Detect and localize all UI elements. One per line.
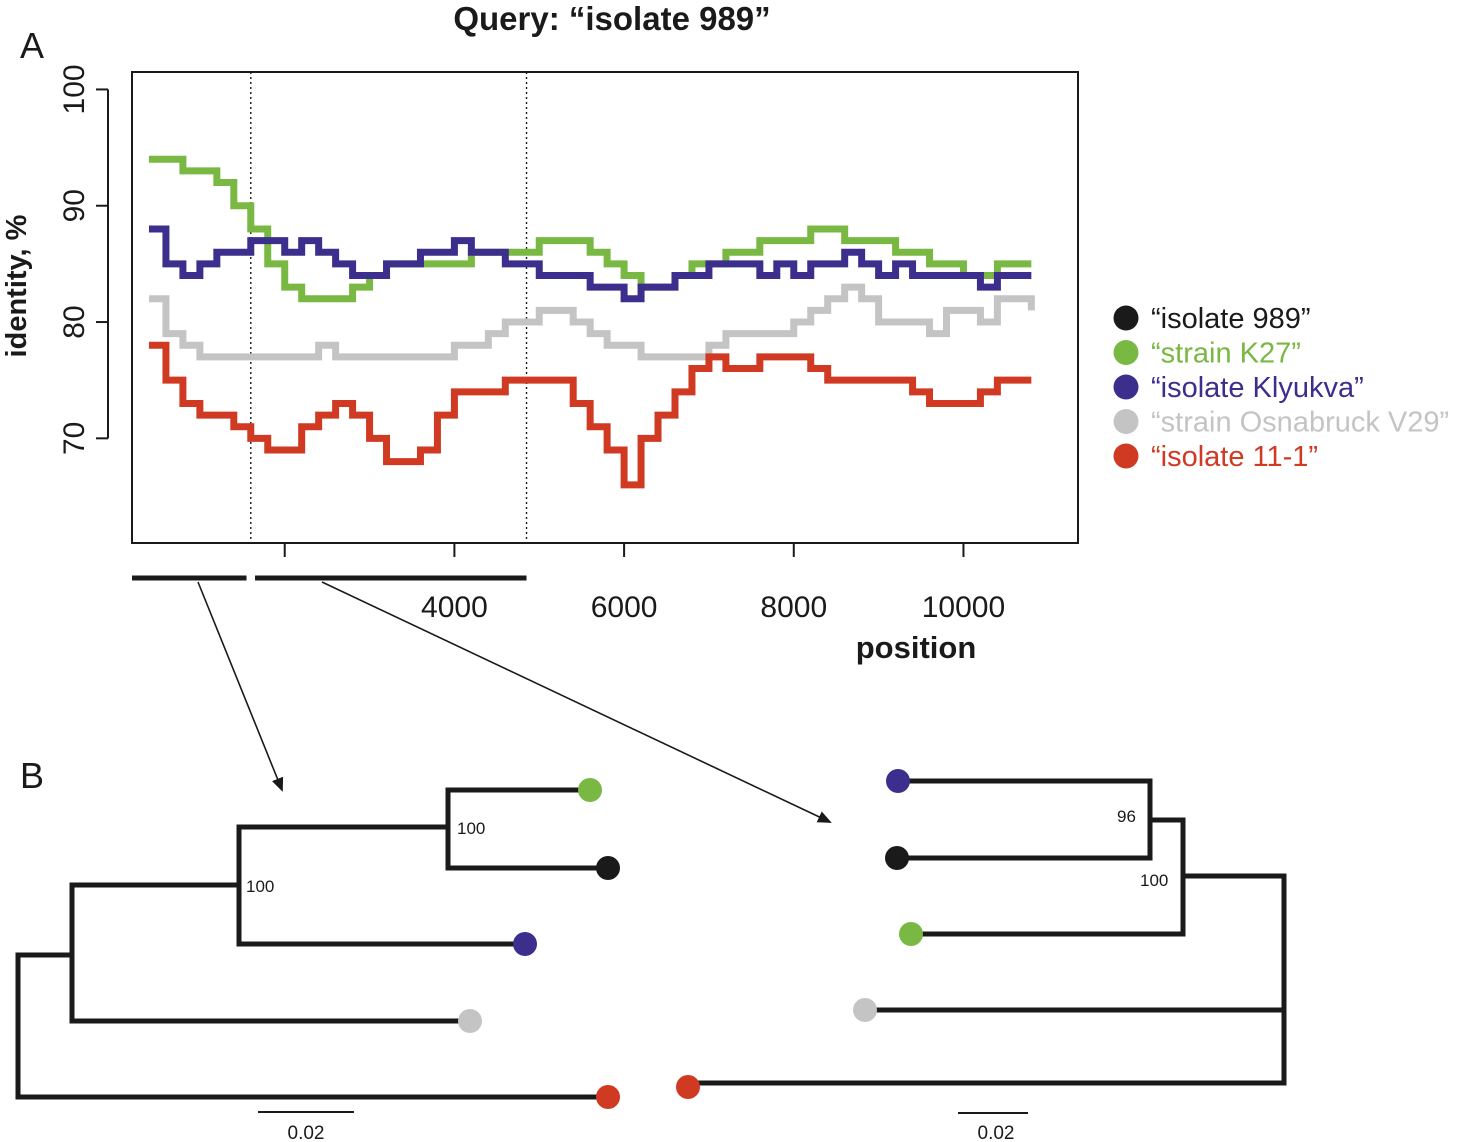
legend-label-Osnabruck: “strain Osnabruck V29”: [1151, 407, 1449, 439]
legend-label-Klyukva: “isolate Klyukva”: [1151, 372, 1364, 404]
legend-marker-K27: [1113, 340, 1139, 365]
left-scale-label: 0.02: [288, 1123, 325, 1142]
left-leaf-k27: [578, 778, 602, 802]
left-tree: [15, 787, 611, 1100]
legend-label-K27: “strain K27”: [1151, 338, 1301, 370]
legend-marker-Klyukva: [1113, 374, 1139, 400]
legend-label-isolate989: “isolate 989”: [1151, 303, 1311, 335]
plot-frame: [131, 71, 1079, 544]
left-tree-root: [15, 952, 611, 1100]
identity-chart: 70 80 90 100 4000 6000 8000 10000: [58, 64, 1079, 624]
series-lines: [148, 155, 1035, 489]
legend-marker-isolate989: [1113, 305, 1139, 331]
y-axis-label: identity, %: [1, 214, 33, 357]
y-tick-label-70: 70: [58, 422, 91, 455]
series-line-isolate11: [148, 341, 1032, 489]
panel-a-label: A: [20, 25, 44, 66]
y-tick-label-100: 100: [58, 64, 91, 114]
legend-marker-Osnabruck: [1113, 409, 1139, 434]
right-leaf-isolate989: [885, 846, 909, 870]
x-axis: 4000 6000 8000 10000: [283, 542, 1005, 624]
left-bootstrap-1: 100: [457, 819, 485, 838]
breakpoint-lines: [250, 72, 528, 543]
right-bootstrap-1: 96: [1117, 807, 1136, 826]
series-line-K27: [148, 155, 1032, 303]
right-leaf-klyukva: [886, 769, 910, 793]
left-leaf-isolate989: [596, 856, 620, 880]
panel-b-label: B: [20, 755, 44, 796]
legend-marker-isolate11: [1113, 443, 1139, 469]
right-leaf-isolate11: [676, 1075, 700, 1099]
legend: “isolate 989”“strain K27”“isolate Klyukv…: [1113, 303, 1449, 473]
left-tree-clade-klyukva: [236, 824, 528, 947]
x-axis-label: position: [856, 630, 977, 665]
left-leaf-isolate11: [596, 1085, 620, 1109]
right-tree-root: [685, 873, 1287, 1086]
y-axis: 70 80 90 100: [58, 64, 109, 455]
x-tick-label-6000: 6000: [591, 591, 658, 624]
y-tick-label-90: 90: [58, 189, 91, 222]
right-tree: [685, 778, 1287, 1086]
left-bootstrap-2: 100: [246, 877, 274, 896]
legend-label-isolate11: “isolate 11-1”: [1151, 441, 1318, 473]
right-bootstrap-2: 100: [1140, 871, 1168, 890]
arrow-to-right-tree: [321, 581, 832, 823]
series-line-Osnabruck: [148, 283, 1035, 361]
right-scale-label: 0.02: [978, 1123, 1015, 1142]
series-line-Klyukva: [148, 225, 1032, 303]
x-tick-label-4000: 4000: [421, 591, 488, 624]
right-tree-clade-klyukva-989: [894, 778, 1153, 861]
arrow-to-left-tree: [197, 581, 284, 792]
left-tree-clade-osnabruck: [69, 882, 473, 1024]
x-tick-label-8000: 8000: [760, 591, 827, 624]
right-leaf-osnabruck: [853, 998, 877, 1022]
chart-title: Query: “isolate 989”: [453, 0, 770, 37]
right-leaf-k27: [899, 922, 923, 946]
x-tick-label-10000: 10000: [922, 591, 1005, 624]
left-leaf-klyukva: [513, 932, 537, 956]
y-tick-label-80: 80: [58, 305, 91, 338]
left-leaf-osnabruck: [458, 1009, 482, 1033]
